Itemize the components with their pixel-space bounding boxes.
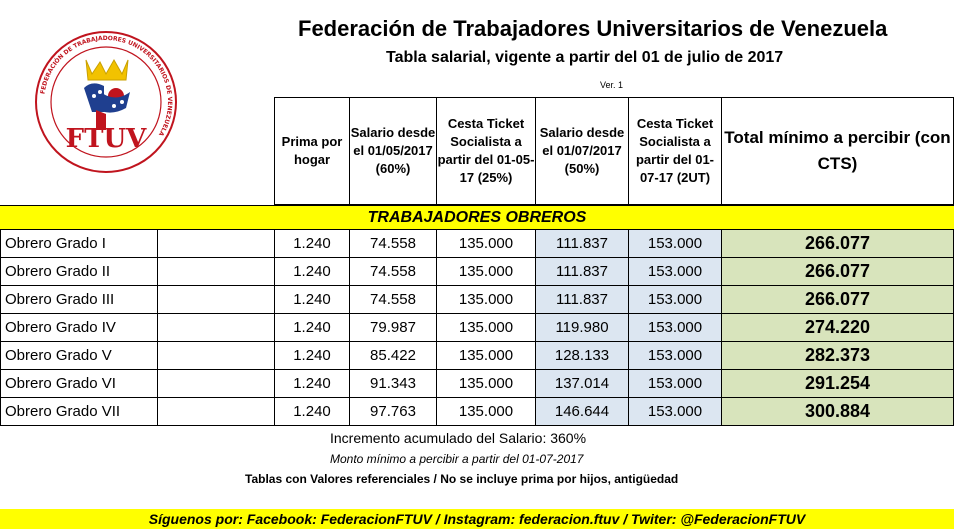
salary-table: Obrero Grado I 1.240 74.558 135.000 111.… [0,230,954,426]
page-title: Federación de Trabajadores Universitario… [298,16,888,41]
table-row: Obrero Grado VII 1.240 97.763 135.000 14… [0,398,954,426]
cesta-may-cell: 135.000 [437,370,536,398]
total-cell: 266.077 [722,286,954,314]
table-row: Obrero Grado V 1.240 85.422 135.000 128.… [0,342,954,370]
salario-jul-cell: 119.980 [536,314,629,342]
salario-jul-cell: 146.644 [536,398,629,426]
increment-note: Incremento acumulado del Salario: 360% [330,430,587,446]
col-total: Total mínimo a percibir (con CTS) [721,97,954,205]
cesta-may-cell: 135.000 [437,398,536,426]
cesta-may-cell: 135.000 [437,286,536,314]
col-prima-hogar: Prima por hogar [274,97,350,205]
table-row: Obrero Grado IV 1.240 79.987 135.000 119… [0,314,954,342]
cesta-may-cell: 135.000 [437,230,536,258]
row-label: Obrero Grado VII [0,398,158,426]
total-cell: 266.077 [722,230,954,258]
table-row: Obrero Grado I 1.240 74.558 135.000 111.… [0,230,954,258]
salario-may-cell: 91.343 [350,370,437,398]
col-cesta-may: Cesta Ticket Socialista a partir del 01-… [436,97,536,205]
row-label: Obrero Grado II [0,258,158,286]
table-row: Obrero Grado VI 1.240 91.343 135.000 137… [0,370,954,398]
cesta-jul-cell: 153.000 [629,258,722,286]
empty-cell [158,398,275,426]
cesta-jul-cell: 153.000 [629,370,722,398]
salario-may-cell: 85.422 [350,342,437,370]
salario-jul-cell: 111.837 [536,258,629,286]
cesta-may-cell: 135.000 [437,314,536,342]
cesta-jul-cell: 153.000 [629,286,722,314]
empty-cell [158,230,275,258]
prima-cell: 1.240 [275,258,350,286]
salario-jul-cell: 111.837 [536,286,629,314]
prima-cell: 1.240 [275,286,350,314]
salario-jul-cell: 111.837 [536,230,629,258]
monto-note: Monto mínimo a percibir a partir del 01-… [330,452,584,466]
table-row: Obrero Grado III 1.240 74.558 135.000 11… [0,286,954,314]
cesta-jul-cell: 153.000 [629,342,722,370]
tablas-note: Tablas con Valores referenciales / No se… [245,472,679,486]
salario-may-cell: 97.763 [350,398,437,426]
total-cell: 266.077 [722,258,954,286]
salario-may-cell: 79.987 [350,314,437,342]
salario-jul-cell: 137.014 [536,370,629,398]
empty-cell [158,314,275,342]
salario-may-cell: 74.558 [350,230,437,258]
row-label: Obrero Grado IV [0,314,158,342]
table-row: Obrero Grado II 1.240 74.558 135.000 111… [0,258,954,286]
col-salario-may: Salario desde el 01/05/2017 (60%) [349,97,437,205]
empty-cell [158,258,275,286]
prima-cell: 1.240 [275,230,350,258]
empty-cell [158,286,275,314]
total-cell: 300.884 [722,398,954,426]
empty-cell [158,342,275,370]
total-cell: 291.254 [722,370,954,398]
col-cesta-jul: Cesta Ticket Socialista a partir del 01-… [628,97,722,205]
version-label: Ver. 1 [600,80,624,90]
row-label: Obrero Grado III [0,286,158,314]
total-cell: 274.220 [722,314,954,342]
total-cell: 282.373 [722,342,954,370]
social-footer: Síguenos por: Facebook: FederacionFTUV /… [0,509,954,529]
section-title: TRABAJADORES OBREROS [0,205,954,230]
cesta-jul-cell: 153.000 [629,230,722,258]
prima-cell: 1.240 [275,314,350,342]
row-label: Obrero Grado VI [0,370,158,398]
salario-may-cell: 74.558 [350,286,437,314]
prima-cell: 1.240 [275,398,350,426]
ftuv-logo: FEDERACIÓN DE TRABAJADORES UNIVERSITARIO… [34,30,178,174]
cesta-jul-cell: 153.000 [629,398,722,426]
row-label: Obrero Grado I [0,230,158,258]
col-salario-jul: Salario desde el 01/07/2017 (50%) [535,97,629,205]
salario-may-cell: 74.558 [350,258,437,286]
page-subtitle: Tabla salarial, vigente a partir del 01 … [386,49,784,66]
row-label: Obrero Grado V [0,342,158,370]
logo-text: FTUV [66,124,147,154]
empty-cell [158,370,275,398]
cesta-may-cell: 135.000 [437,342,536,370]
salario-jul-cell: 128.133 [536,342,629,370]
prima-cell: 1.240 [275,370,350,398]
cesta-jul-cell: 153.000 [629,314,722,342]
cesta-may-cell: 135.000 [437,258,536,286]
prima-cell: 1.240 [275,342,350,370]
